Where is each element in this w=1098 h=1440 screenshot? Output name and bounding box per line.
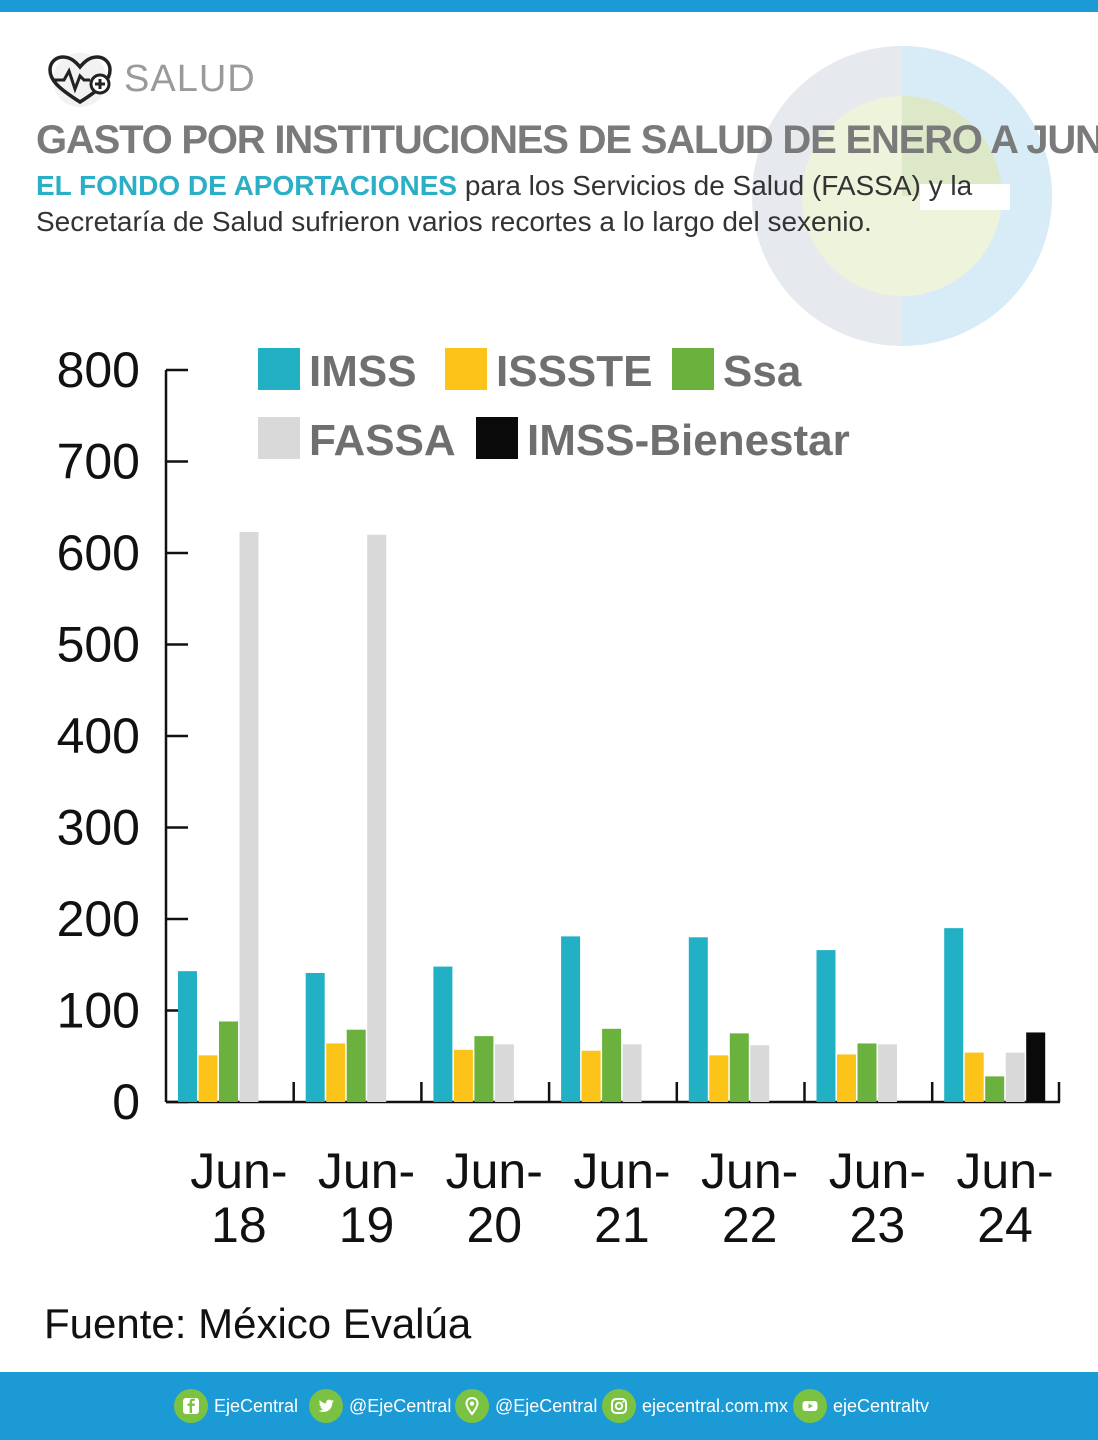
y-tick-label: 500 — [57, 617, 140, 673]
y-tick-label: 0 — [112, 1074, 140, 1130]
bar-imss — [688, 937, 708, 1102]
legend-swatch-ssa — [672, 348, 714, 390]
legend-swatch-imss-bienestar — [476, 417, 518, 459]
legend-label: IMSS — [309, 347, 417, 396]
bar-chart: 0100200300400500600700800Jun-18Jun-19Jun… — [57, 342, 1061, 1253]
y-tick-label: 200 — [57, 891, 140, 947]
heart-pulse-icon — [48, 53, 112, 107]
instagram-icon — [602, 1389, 636, 1423]
social-link-facebook[interactable]: EjeCentral — [174, 1372, 298, 1440]
social-link-label: ejecentral.com.mx — [642, 1395, 789, 1416]
bar-imss — [561, 936, 581, 1102]
legend-swatch-fassa — [258, 417, 300, 459]
bar-ssa — [729, 1033, 749, 1102]
y-tick-label: 700 — [57, 434, 140, 490]
x-tick-label: Jun- — [829, 1143, 926, 1199]
x-tick-label: 23 — [850, 1197, 906, 1253]
bar-ssa — [602, 1028, 622, 1102]
section-label: SALUD — [124, 58, 256, 100]
legend-label: IMSS-Bienestar — [527, 416, 850, 465]
bar-imss — [178, 971, 197, 1102]
bar-ssa — [985, 1076, 1005, 1102]
subtitle-highlight: EL FONDO DE APORTACIONES — [36, 170, 458, 201]
bar-ssa — [474, 1036, 494, 1102]
subtitle-text: para los Servicios de Salud (FASSA) y la… — [36, 170, 973, 237]
x-tick-label: Jun- — [318, 1143, 415, 1199]
social-link-label: EjeCentral — [214, 1395, 299, 1416]
social-link-label: @EjeCentral — [349, 1395, 452, 1416]
legend-label: FASSA — [309, 416, 456, 465]
facebook-icon — [174, 1389, 208, 1423]
bar-issste — [326, 1043, 346, 1102]
bar-fassa — [622, 1044, 642, 1102]
legend-label: Ssa — [723, 347, 802, 396]
location-pin-icon — [455, 1389, 489, 1423]
legend-swatch-issste — [445, 348, 487, 390]
ejecentral-watermark-logo — [752, 46, 1052, 346]
chart-subtitle: EL FONDO DE APORTACIONES para los Servic… — [36, 168, 996, 240]
bar-imss — [816, 950, 836, 1102]
bar-fassa — [494, 1044, 514, 1102]
social-link-twitter[interactable]: @EjeCentral — [309, 1372, 451, 1440]
social-link-location[interactable]: @EjeCentral — [455, 1372, 597, 1440]
bar-issste — [964, 1052, 984, 1102]
bar-fassa — [239, 531, 259, 1102]
social-link-youtube[interactable]: ejeCentraltv — [793, 1372, 929, 1440]
bar-fassa — [878, 1044, 897, 1102]
x-tick-label: 19 — [339, 1197, 395, 1253]
bar-imss — [305, 972, 325, 1102]
x-tick-label: 22 — [722, 1197, 778, 1253]
bar-issste — [453, 1049, 473, 1102]
x-tick-label: 24 — [977, 1197, 1033, 1253]
x-tick-label: Jun- — [701, 1143, 798, 1199]
bar-ssa — [857, 1043, 877, 1102]
x-tick-label: Jun- — [190, 1143, 287, 1199]
x-tick-label: Jun- — [956, 1143, 1053, 1199]
y-tick-label: 400 — [57, 708, 140, 764]
y-tick-label: 800 — [57, 342, 140, 398]
social-link-label: @EjeCentral — [495, 1395, 598, 1416]
bar-issste — [837, 1054, 856, 1102]
twitter-icon — [309, 1389, 343, 1423]
social-link-label: ejeCentraltv — [833, 1395, 930, 1416]
x-tick-label: Jun- — [573, 1143, 670, 1199]
social-link-instagram[interactable]: ejecentral.com.mx — [602, 1372, 788, 1440]
chart-title: GASTO POR INSTITUCIONES DE SALUD DE ENER… — [36, 118, 1098, 162]
bar-ssa — [219, 1021, 238, 1102]
bar-imss-bienestar — [1026, 1032, 1046, 1102]
bar-issste — [581, 1050, 601, 1102]
x-tick-label: 18 — [211, 1197, 267, 1253]
bar-fassa — [750, 1045, 770, 1102]
bar-imss — [433, 966, 453, 1102]
bar-fassa — [367, 534, 387, 1102]
footer-social-bar: EjeCentral @EjeCentral @EjeCentral ejece… — [0, 1372, 1098, 1440]
legend-swatch-imss — [258, 348, 300, 390]
y-tick-label: 100 — [57, 983, 140, 1039]
bar-fassa — [1005, 1052, 1025, 1102]
source-note: Fuente: México Evalúa — [44, 1300, 472, 1347]
bar-imss — [944, 928, 964, 1102]
y-tick-label: 600 — [57, 525, 140, 581]
x-tick-label: Jun- — [446, 1143, 543, 1199]
bar-issste — [198, 1055, 218, 1102]
x-tick-label: 21 — [594, 1197, 650, 1253]
youtube-icon — [793, 1389, 827, 1423]
top-accent-bar — [0, 0, 1098, 12]
bar-issste — [709, 1055, 729, 1102]
y-tick-label: 300 — [57, 800, 140, 856]
legend-label: ISSSTE — [496, 347, 653, 396]
bar-ssa — [346, 1029, 366, 1102]
x-tick-label: 20 — [466, 1197, 522, 1253]
